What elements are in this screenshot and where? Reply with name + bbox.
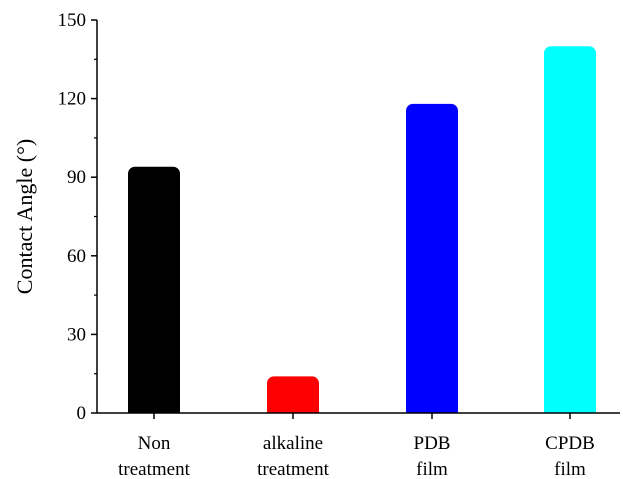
y-axis: 0 30 60 90 120 150 [58, 10, 98, 424]
bar-base [267, 405, 319, 413]
x-category-label: PDB [414, 433, 451, 454]
bar [406, 103, 458, 413]
bar [544, 46, 596, 413]
bar-base [406, 405, 458, 413]
x-category-label: CPDB [545, 433, 595, 454]
x-category-label: treatment [118, 459, 190, 479]
x-category-label: alkaline [263, 433, 323, 454]
plot-area [128, 46, 596, 413]
bar-base [544, 405, 596, 413]
x-category-label: film [416, 459, 448, 479]
y-axis-title: Contact Angle (°) [12, 139, 37, 294]
bar [267, 376, 319, 413]
y-tick-label: 0 [77, 403, 87, 424]
x-category-label: Non [138, 433, 171, 454]
bar [128, 166, 180, 413]
y-tick-label: 90 [67, 167, 86, 188]
x-axis: Non treatment alkaline treatment PDB film CPDB… [97, 412, 620, 479]
x-category-label: film [554, 459, 586, 479]
x-category-label: treatment [257, 459, 329, 479]
y-tick-label: 30 [67, 324, 86, 345]
y-tick-label: 120 [58, 89, 87, 110]
y-tick-label: 60 [67, 246, 86, 267]
bar-base [128, 405, 180, 413]
y-tick-label: 150 [58, 10, 87, 31]
